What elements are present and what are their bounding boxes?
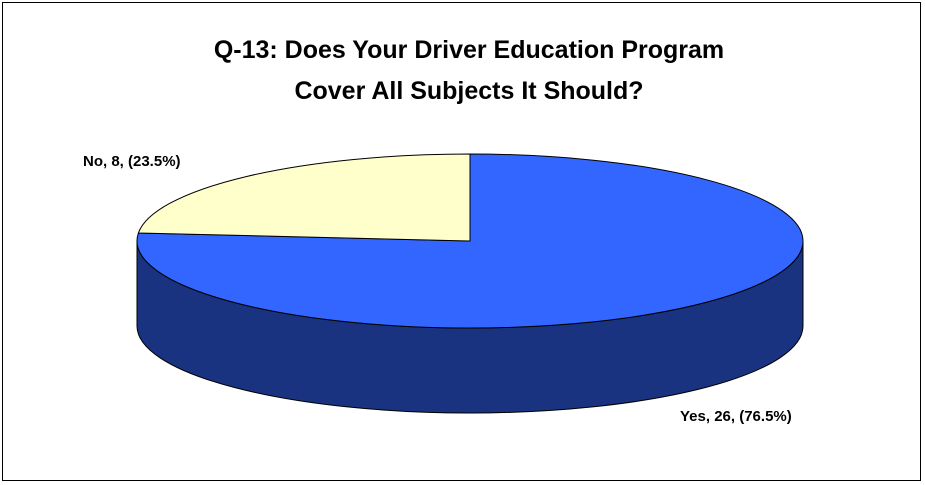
slice-label-no: No, 8, (23.5%) [83,153,181,170]
slice-label-yes: Yes, 26, (76.5%) [680,408,792,425]
pie-group [136,153,804,414]
chart-title-line-2: Cover All Subjects It Should? [294,77,643,105]
pie-slice-no [137,153,471,242]
pie-slice-yes [136,153,804,329]
chart-title-line-1: Q-13: Does Your Driver Education Program [214,36,724,64]
pie-chart: Q-13: Does Your Driver Education Program… [83,36,804,425]
